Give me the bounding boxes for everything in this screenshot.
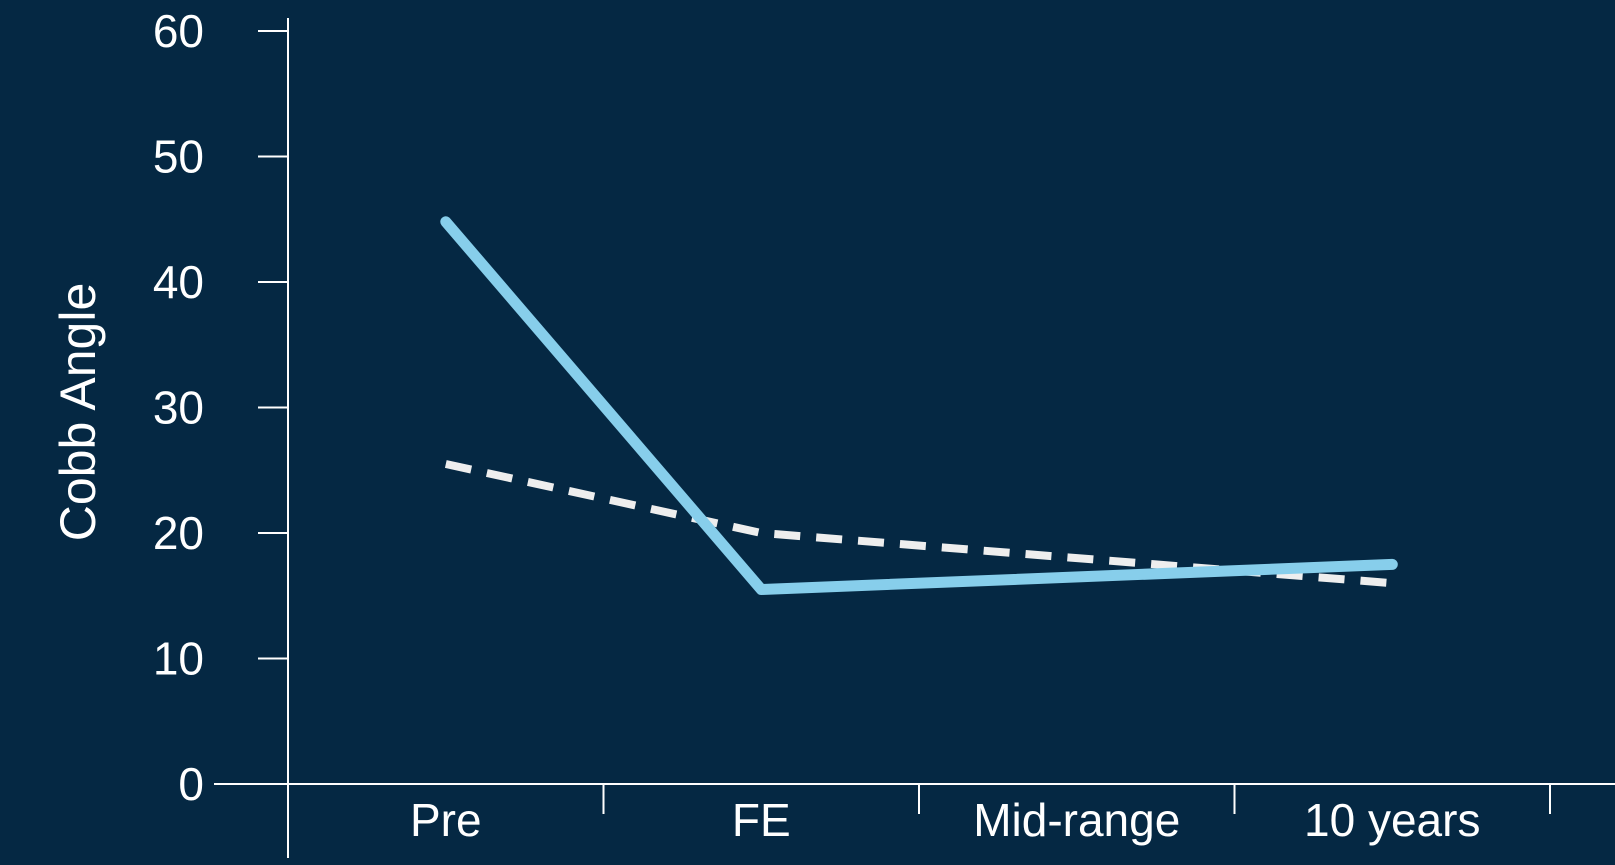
axes <box>214 18 1615 858</box>
series-group <box>440 216 1398 595</box>
y-tick-label: 10 <box>153 633 204 685</box>
y-tick-label: 50 <box>153 131 204 183</box>
x-axis-ticks: Pre FE Mid-range 10 years <box>410 784 1551 846</box>
y-tick-label: 40 <box>153 256 204 308</box>
x-tick-label: FE <box>732 794 791 846</box>
y-axis-label: Cobb Angle <box>50 283 106 542</box>
x-tick-label: Mid-range <box>973 794 1180 846</box>
y-axis-ticks: 0 10 20 30 40 50 60 <box>153 5 288 810</box>
y-tick-label: 20 <box>153 507 204 559</box>
x-tick-label: Pre <box>410 794 482 846</box>
solid-series-line <box>440 216 1398 595</box>
x-tick-label: 10 years <box>1304 794 1480 846</box>
y-tick-label: 30 <box>153 382 204 434</box>
y-tick-label: 60 <box>153 5 204 57</box>
y-tick-label: 0 <box>178 758 204 810</box>
dashed-series-line <box>444 460 1393 588</box>
